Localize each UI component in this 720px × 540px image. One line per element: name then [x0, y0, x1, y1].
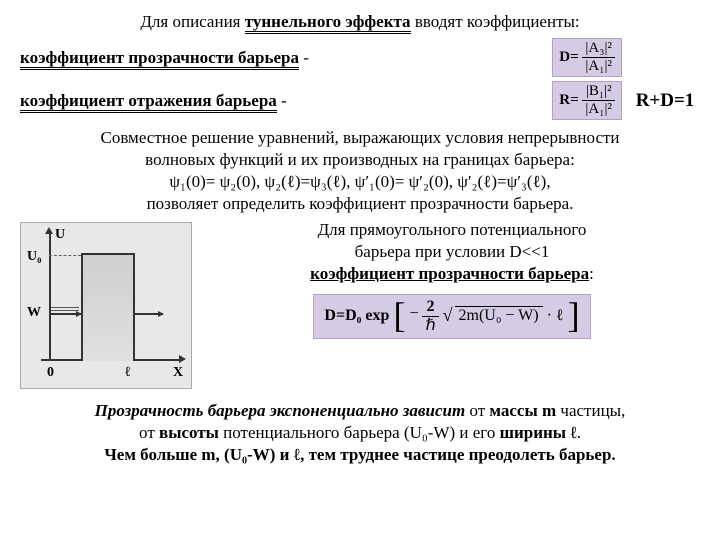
df-minus: −	[409, 305, 418, 322]
c-l2pre: от	[139, 423, 159, 442]
D-exp-formula: D=D₀ exp [ − 2ℏ 2m(U₀ − W) · ℓ ]	[313, 294, 590, 339]
diag-U: U	[55, 227, 65, 243]
transp-label-wrap: коэффициент прозрачности барьера -	[20, 48, 544, 68]
refl-sep: -	[277, 91, 287, 110]
c-l1mid: от	[465, 401, 489, 420]
transp-label: коэффициент прозрачности барьера	[20, 48, 299, 70]
title-pre: Для описания	[140, 12, 244, 31]
R-formula: R= |B₁|²|A₁|²	[552, 81, 622, 120]
diag-U0: U₀	[27, 249, 41, 265]
R-sym: R=	[559, 92, 578, 108]
c-l2h: высоты	[159, 423, 219, 442]
transp-sep: -	[299, 48, 309, 67]
title-bold: туннельного эффекта	[245, 12, 411, 34]
D-sym: D=	[559, 49, 578, 65]
diag-W: W	[27, 305, 41, 321]
cont-l2: волновых функций и их производных на гра…	[20, 150, 700, 170]
df-two: 2	[422, 299, 438, 317]
c-l1pre: Прозрачность барьера экспоненциально зав…	[95, 401, 466, 420]
df-rad: 2m(U₀ − W)	[455, 306, 543, 324]
sum-eq: R+D=1	[630, 90, 700, 112]
cont-l1: Совместное решение уравнений, выражающих…	[20, 128, 700, 148]
D-formula: D= |A₃|²|A₁|²	[552, 38, 622, 77]
c-l2w: ширины ℓ	[500, 423, 577, 442]
df-hbar: ℏ	[422, 317, 438, 334]
cont-l3: позволяет определить коэффициент прозрач…	[20, 194, 700, 214]
continuity: Совместное решение уравнений, выражающих…	[20, 128, 700, 214]
conclusion: Прозрачность барьера экспоненциально зав…	[20, 401, 700, 465]
diag-0: 0	[47, 365, 54, 381]
rect-tail: :	[589, 264, 594, 283]
df-pre: D=D₀ exp	[324, 307, 389, 324]
title-post: вводят коэффициенты:	[411, 12, 580, 31]
c-l1m1: массы m	[489, 401, 556, 420]
barrier-diagram: U U₀ W 0 ℓ X	[20, 222, 192, 389]
D-den: |A₁|²	[582, 58, 615, 74]
c-l2post: .	[577, 423, 581, 442]
c-l2mid: потенциального барьера (U₀-W) и его	[219, 423, 500, 442]
refl-label: коэффициент отражения барьера	[20, 91, 277, 113]
R-num: |B₁|²	[582, 84, 615, 101]
cont-eq: ψ₁(0)= ψ₂(0), ψ₂(ℓ)=ψ₃(ℓ), ψ′₁(0)= ψ′₂(0…	[20, 172, 700, 192]
diag-X: X	[173, 365, 183, 381]
df-tail: · ℓ	[543, 307, 564, 324]
title: Для описания туннельного эффекта вводят …	[20, 12, 700, 32]
diag-ell: ℓ	[125, 365, 130, 381]
D-num: |A₃|²	[582, 41, 615, 58]
c-l3: Чем больше m, (U₀-W) и ℓ, тем труднее ча…	[20, 445, 700, 465]
rect-l3: коэффициент прозрачности барьера	[310, 264, 589, 283]
refl-label-wrap: коэффициент отражения барьера -	[20, 91, 544, 111]
R-den: |A₁|²	[582, 101, 615, 117]
c-l1post: частицы,	[556, 401, 625, 420]
